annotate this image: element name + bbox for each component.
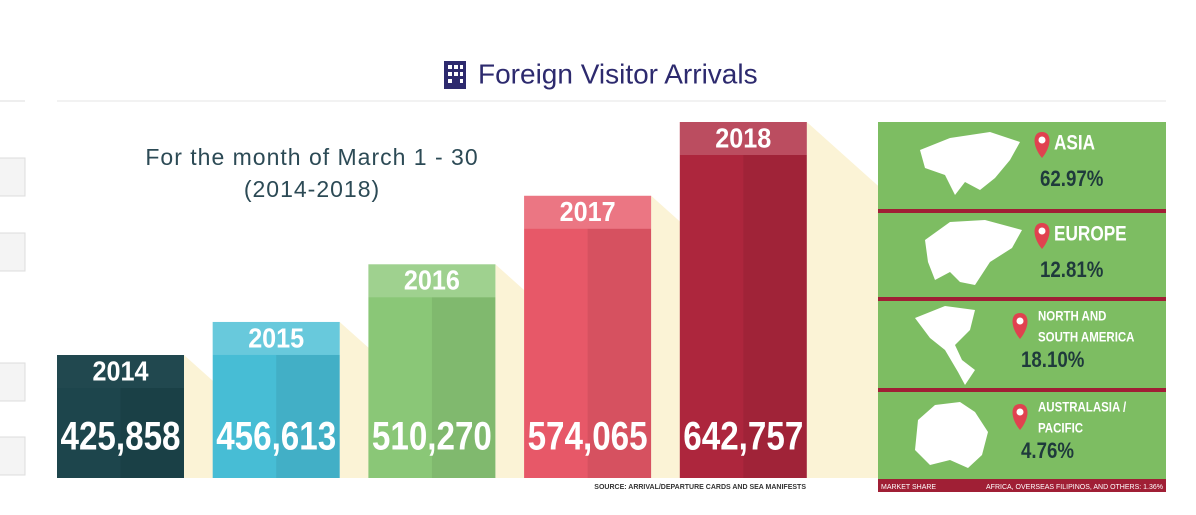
bar-shade bbox=[276, 354, 340, 478]
region-name: EUROPE bbox=[1054, 223, 1127, 246]
divider bbox=[878, 297, 1166, 301]
region-share: 12.81% bbox=[1040, 258, 1103, 282]
bar bbox=[57, 355, 184, 478]
pin-dot bbox=[1016, 408, 1024, 416]
bar bbox=[368, 264, 496, 478]
panel-footer-title: MARKET SHARE bbox=[881, 484, 936, 491]
sidebar-item bbox=[0, 157, 26, 197]
bar-shade bbox=[431, 297, 496, 478]
region-share: 18.10% bbox=[1021, 348, 1084, 372]
category-label: 2016 bbox=[404, 265, 460, 296]
map-asia bbox=[920, 132, 1020, 195]
region-share: 62.97% bbox=[1040, 167, 1103, 191]
region-name: PACIFIC bbox=[1038, 420, 1083, 436]
value-label: 642,757 bbox=[683, 415, 803, 459]
region-share: 4.76% bbox=[1021, 439, 1074, 463]
source-note: SOURCE: ARRIVAL/DEPARTURE CARDS AND SEA … bbox=[594, 484, 806, 491]
bar-shade bbox=[587, 228, 652, 478]
panel-footer-note: AFRICA, OVERSEAS FILIPINOS, AND OTHERS: … bbox=[986, 484, 1163, 491]
bar bbox=[524, 195, 652, 478]
bar-shade bbox=[120, 388, 184, 478]
category-label: 2014 bbox=[93, 355, 149, 386]
bar-header bbox=[679, 122, 807, 155]
region-name: ASIA bbox=[1054, 132, 1095, 155]
pin-dot bbox=[1038, 227, 1046, 235]
bar-body bbox=[368, 264, 496, 478]
sidebar bbox=[0, 100, 26, 476]
sidebar-item bbox=[0, 436, 26, 476]
pin-icon bbox=[1034, 132, 1050, 158]
chart-title: Foreign Visitor Arrivals bbox=[478, 58, 758, 89]
value-label: 574,065 bbox=[528, 415, 648, 459]
maps bbox=[915, 132, 1022, 468]
pin-icon bbox=[1012, 313, 1028, 339]
region-name: SOUTH AMERICA bbox=[1038, 329, 1134, 345]
map-australia bbox=[915, 402, 988, 468]
bar-header bbox=[524, 195, 652, 229]
value-label: 425,858 bbox=[61, 415, 181, 459]
subtitle: For the month of March 1 - 30 bbox=[145, 144, 478, 170]
pin-icon bbox=[1012, 404, 1028, 430]
subtitle: (2014-2018) bbox=[244, 176, 380, 202]
bar-body bbox=[524, 195, 652, 478]
sidebar-item bbox=[0, 232, 26, 272]
panel-footer bbox=[878, 479, 1166, 492]
pin-icon bbox=[1034, 223, 1050, 249]
value-label: 456,613 bbox=[216, 415, 336, 459]
map-americas bbox=[915, 306, 975, 385]
divider bbox=[878, 209, 1166, 213]
region-name: AUSTRALASIA / bbox=[1038, 399, 1127, 415]
divider bbox=[878, 388, 1166, 392]
pin-dot bbox=[1038, 136, 1046, 144]
sidebar-item bbox=[0, 362, 26, 402]
market-share-panel: ASIA 62.97% EUROPE 12.81% NORTH AND SOUTH AME… bbox=[878, 122, 1166, 492]
category-label: 2017 bbox=[560, 196, 616, 227]
bar-body bbox=[212, 321, 340, 478]
bar bbox=[212, 321, 340, 478]
value-label: 510,270 bbox=[372, 415, 492, 459]
bar bbox=[679, 122, 807, 478]
map-europe bbox=[925, 220, 1022, 285]
category-label: 2015 bbox=[248, 322, 304, 353]
building-icon bbox=[444, 61, 466, 89]
bar-header bbox=[368, 264, 496, 298]
bar-body bbox=[679, 122, 807, 478]
region-name: NORTH AND bbox=[1038, 308, 1106, 324]
bar-header bbox=[212, 321, 340, 355]
bar-body bbox=[57, 355, 184, 478]
category-label: 2018 bbox=[715, 122, 771, 153]
bar-shade bbox=[743, 155, 807, 478]
pin-dot bbox=[1016, 317, 1024, 325]
